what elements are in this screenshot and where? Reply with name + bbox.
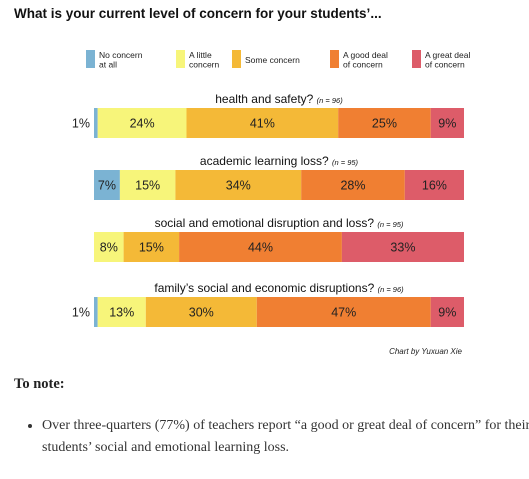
legend-label: A great deal of concern: [425, 50, 470, 70]
data-label: 13%: [109, 306, 134, 320]
note-item: Over three-quarters (77%) of teachers re…: [42, 415, 529, 459]
data-label: 24%: [130, 117, 155, 131]
legend-label: A little concern: [189, 50, 220, 70]
legend-label: A good deal of concern: [343, 50, 388, 70]
legend-label: Some concern: [245, 55, 300, 65]
notes-heading: To note:: [14, 376, 65, 393]
legend-swatch: [330, 50, 339, 68]
data-label: 15%: [139, 241, 164, 255]
data-label: 1%: [72, 117, 90, 131]
data-label: 7%: [98, 179, 116, 193]
data-label: 25%: [372, 117, 397, 131]
data-label: 8%: [100, 241, 118, 255]
data-label: 33%: [390, 241, 415, 255]
data-label: 15%: [135, 179, 160, 193]
legend-swatch: [232, 50, 241, 68]
data-label: 28%: [340, 179, 365, 193]
question-label: health and safety? (n = 96): [215, 92, 343, 106]
data-label: 9%: [438, 306, 456, 320]
data-label: 47%: [331, 306, 356, 320]
data-label: 16%: [422, 179, 447, 193]
data-label: 1%: [72, 306, 90, 320]
legend-swatch: [412, 50, 421, 68]
data-label: 41%: [250, 117, 275, 131]
question-label: academic learning loss? (n = 95): [200, 154, 359, 168]
data-label: 9%: [438, 117, 456, 131]
bar-segment: [94, 108, 98, 138]
legend-swatch: [176, 50, 185, 68]
legend-swatch: [86, 50, 95, 68]
data-label: 30%: [189, 306, 214, 320]
legend-label: No concern at all: [99, 50, 143, 70]
data-label: 44%: [248, 241, 273, 255]
question-label: social and emotional disruption and loss…: [155, 216, 404, 230]
stacked-bar-chart: No concern at all A little concern Some conc…: [0, 0, 529, 370]
notes-list: Over three-quarters (77%) of teachers re…: [24, 415, 529, 459]
question-label: family’s social and economic disruptions…: [154, 281, 404, 295]
data-label: 34%: [226, 179, 251, 193]
chart-credit: Chart by Yuxuan Xie: [389, 347, 462, 356]
bar-segment: [94, 297, 98, 327]
